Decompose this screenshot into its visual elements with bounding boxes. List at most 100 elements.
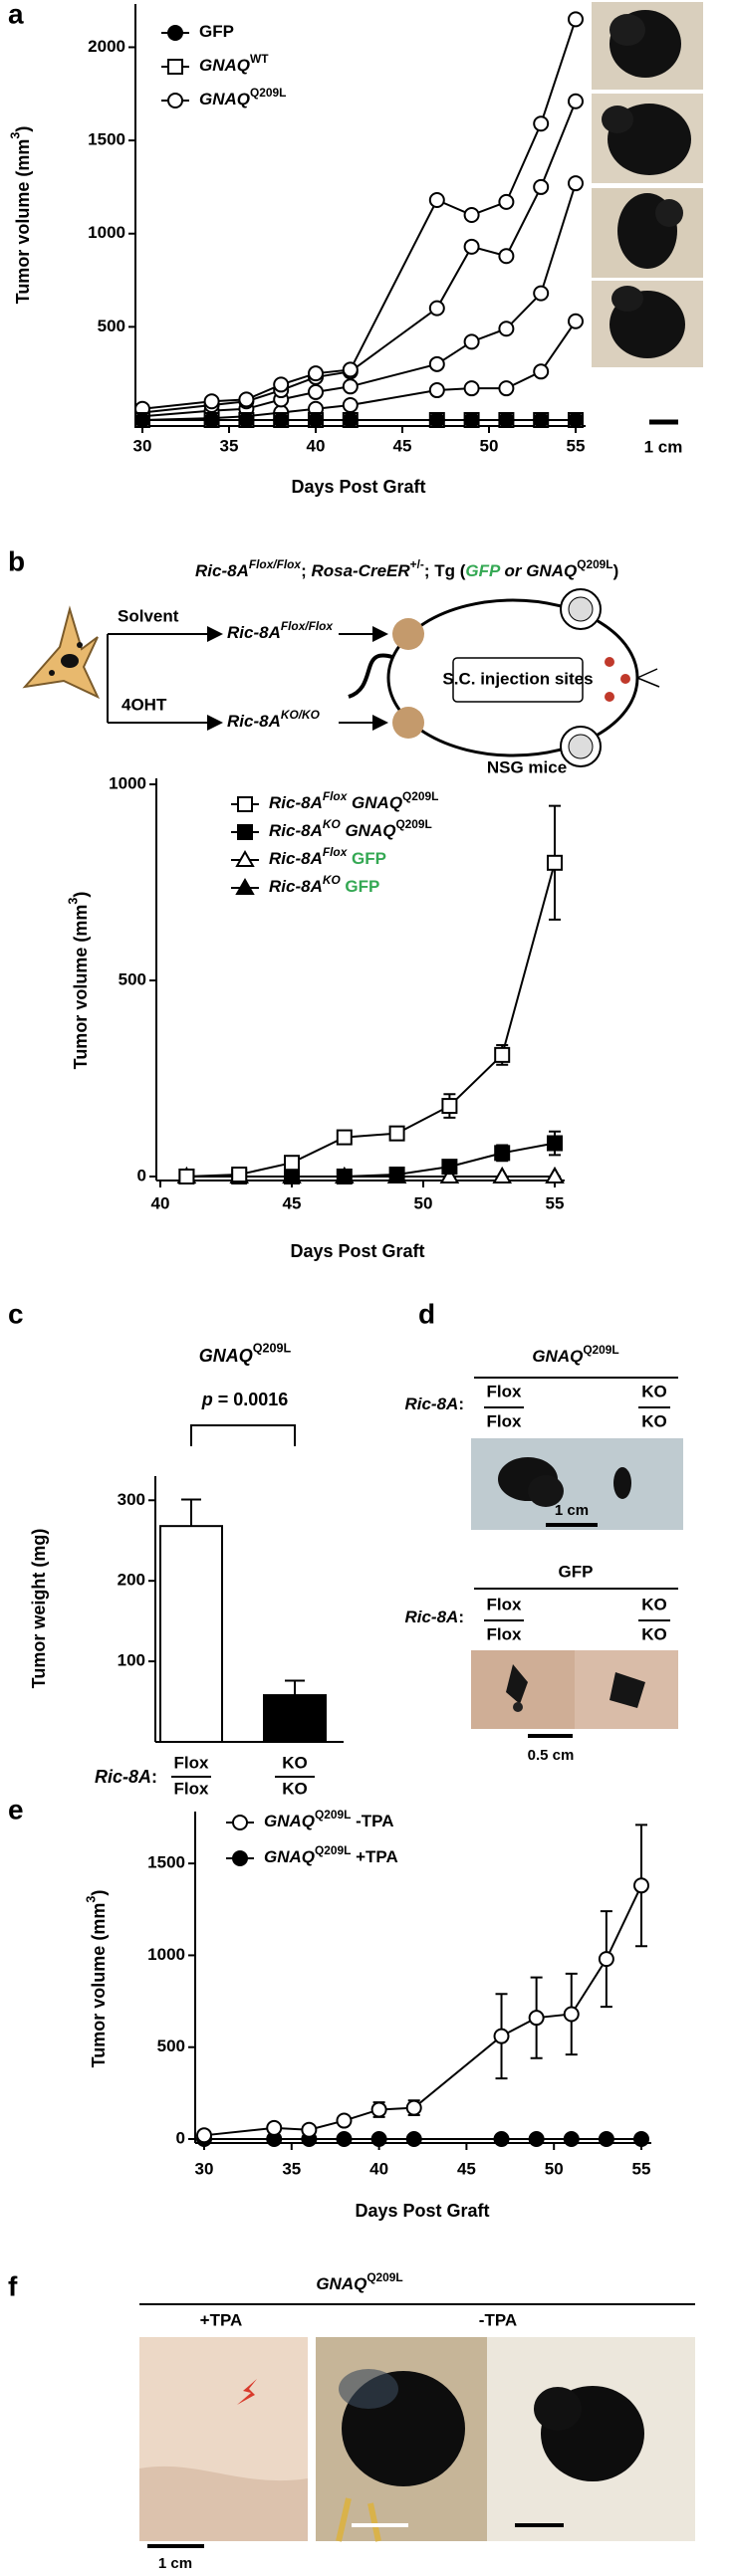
group-label: -TPA — [479, 2310, 517, 2329]
x-tick-label: 55 — [632, 2159, 651, 2178]
text-segment: 3 — [9, 132, 23, 139]
legend-label: Ric-8AFlox GFP — [269, 845, 386, 868]
y-tick-label: 300 — [118, 1490, 145, 1509]
text-segment: Q209L — [315, 1808, 351, 1822]
marker — [238, 391, 255, 408]
treatment-label: 4OHT — [122, 695, 167, 714]
marker — [463, 238, 480, 255]
scale-label: 1 cm — [158, 2555, 192, 2572]
text-segment: GNAQ — [316, 2274, 366, 2293]
x-tick-label: 50 — [480, 436, 499, 455]
marker — [498, 321, 515, 337]
marker — [284, 1155, 300, 1172]
tumor-photo — [471, 1438, 683, 1530]
marker — [533, 285, 550, 302]
error-bar — [181, 1498, 201, 1527]
text-segment: KO — [323, 817, 342, 831]
x-tick-label: 40 — [369, 2159, 388, 2178]
y-axis-label: Tumor volume (mm3) — [9, 126, 33, 305]
marker — [178, 1169, 195, 1184]
series-line — [141, 19, 577, 410]
text-segment: GFP — [347, 849, 386, 868]
y-tick-label: 1000 — [109, 773, 146, 792]
legend-marker — [167, 59, 183, 75]
marker — [428, 412, 445, 428]
marker — [428, 382, 445, 399]
y-tick-label: 1000 — [147, 1945, 185, 1964]
genotype-label: Ric-8AKO/KO — [227, 708, 321, 731]
marker — [568, 412, 584, 428]
text-segment: Q209L — [583, 1343, 618, 1357]
marker — [266, 2119, 283, 2136]
marker — [498, 412, 515, 428]
marker — [545, 1166, 565, 1183]
marker — [439, 1166, 460, 1183]
marker — [498, 248, 515, 265]
y-tick-label: 500 — [98, 317, 125, 335]
text-segment: ) — [89, 1890, 109, 1896]
text-segment: Ric-8A — [404, 1395, 458, 1413]
text-segment: Q209L — [250, 86, 286, 100]
marker — [308, 383, 324, 400]
text-segment: Tumor volume (mm — [71, 905, 91, 1070]
marker — [598, 2131, 614, 2147]
tumor-photo — [471, 1650, 678, 1738]
x-tick-label: 40 — [307, 436, 326, 455]
marker — [196, 2127, 212, 2144]
text-segment: +/- — [410, 557, 424, 571]
marker — [203, 412, 220, 428]
text-segment: ) — [71, 892, 91, 898]
genotype: Flox — [487, 1382, 522, 1400]
text-segment: GNAQ — [264, 1847, 315, 1866]
text-segment: Flox/Flox — [281, 619, 335, 633]
marker — [633, 2131, 649, 2147]
text-segment: 3 — [85, 1896, 99, 1903]
text-segment: GNAQ — [199, 90, 250, 108]
marker — [388, 1167, 405, 1183]
genotype: Flox — [487, 1411, 522, 1430]
text-segment: GNAQ — [532, 1347, 583, 1366]
scale-label: 1 cm — [644, 437, 683, 456]
marker — [231, 1167, 248, 1183]
marker — [568, 93, 584, 109]
series-line — [141, 182, 577, 418]
x-tick-label: 50 — [545, 2159, 564, 2178]
text-segment: Q209L — [402, 789, 438, 803]
marker — [336, 2131, 353, 2147]
text-segment: Tumor volume (mm — [89, 1903, 109, 2068]
marker — [463, 412, 480, 428]
panel-label: a — [8, 0, 24, 29]
x-tick-label: KO — [282, 1779, 308, 1798]
text-segment: 3 — [67, 898, 81, 905]
group-label: +TPA — [200, 2310, 243, 2329]
x-tick-label: 45 — [393, 436, 412, 455]
marker — [428, 192, 445, 209]
marker — [342, 397, 359, 414]
marker — [463, 333, 480, 350]
marker — [633, 1877, 649, 1894]
row-label: Ric-8A: — [404, 1395, 464, 1413]
series-line — [186, 862, 556, 1178]
text-segment: or — [500, 561, 526, 580]
text-segment: -TPA — [351, 1812, 393, 1830]
text-segment: KO — [323, 873, 342, 887]
text-segment: KO/KO — [281, 708, 321, 722]
cell-icon — [22, 605, 101, 700]
marker — [308, 412, 324, 428]
marker — [336, 2112, 353, 2129]
text-segment: Tumor volume (mm — [13, 139, 33, 305]
marker — [533, 363, 550, 380]
y-tick-label: 2000 — [88, 37, 125, 56]
text-segment: Q209L — [577, 557, 612, 571]
marker — [428, 355, 445, 372]
legend-label: Ric-8AFlox GNAQQ209L — [269, 789, 438, 812]
text-segment: GNAQ — [199, 56, 250, 75]
marker — [568, 11, 584, 28]
text-segment: GNAQ — [345, 821, 395, 840]
y-tick-label: 1500 — [147, 1853, 185, 1872]
marker — [598, 1951, 614, 1968]
y-tick-label: 500 — [157, 2037, 185, 2055]
marker — [428, 300, 445, 317]
marker — [273, 376, 290, 393]
legend-label: GNAQQ209L -TPA — [264, 1808, 393, 1830]
